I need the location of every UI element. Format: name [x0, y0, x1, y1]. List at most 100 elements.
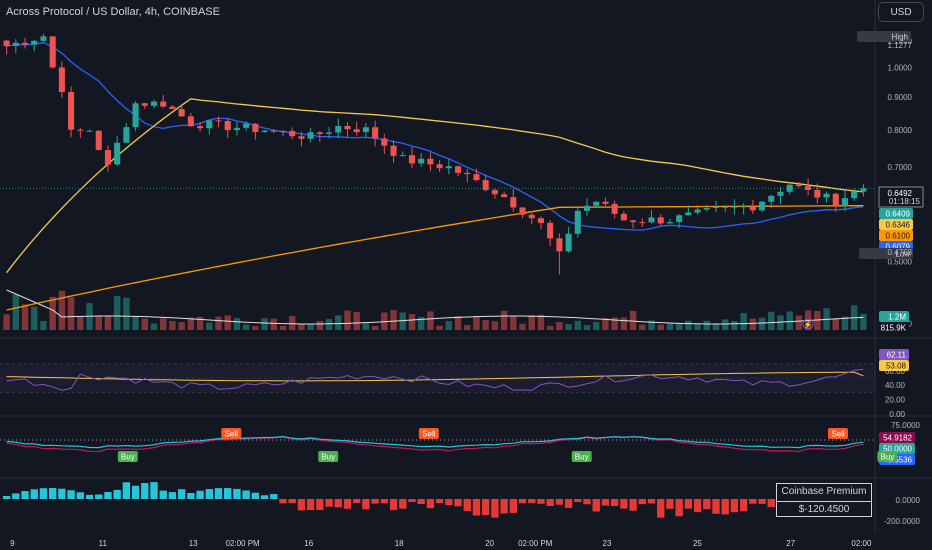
premium-bar	[113, 489, 121, 499]
ma-label-1-bg	[879, 208, 913, 219]
volume-bar	[169, 321, 176, 330]
volume-bar	[399, 312, 406, 330]
premium-bar	[39, 488, 48, 499]
candle-body	[491, 190, 498, 195]
premium-info-box: Coinbase Premium $-120.4500	[776, 483, 872, 517]
premium-bar	[481, 499, 490, 516]
candle-body	[307, 132, 314, 139]
candle-body	[666, 222, 673, 224]
candle-body	[547, 222, 554, 239]
candle-body	[114, 142, 121, 165]
premium-bar	[104, 491, 112, 499]
price-tick-label: 0.7000	[888, 163, 913, 172]
premium-bar	[666, 499, 674, 509]
volume-bar	[132, 316, 139, 330]
candle-body	[335, 125, 342, 133]
countdown-label: 01:18:15	[889, 197, 921, 206]
premium-bar	[150, 482, 158, 499]
premium-bar	[21, 491, 29, 499]
premium-bar	[362, 499, 370, 510]
candle-body	[510, 197, 517, 208]
candle-body	[270, 130, 277, 132]
volume-bar	[860, 314, 867, 330]
rsi-tick-label: 20.00	[885, 396, 906, 405]
rsi-tick-label: 60.00	[885, 367, 906, 376]
volume-bar	[141, 318, 149, 330]
candle-body	[823, 193, 830, 198]
rsi-ma-tag-bg	[879, 360, 909, 371]
premium-bar	[214, 488, 223, 499]
volume-bar	[528, 315, 535, 330]
volume-bar	[537, 314, 545, 330]
candle-body	[187, 116, 194, 127]
candle-body	[399, 155, 406, 157]
premium-bar	[454, 499, 462, 507]
premium-bar	[168, 492, 177, 499]
volume-bar	[21, 304, 29, 330]
candle-body	[298, 136, 305, 139]
signal-buy-label: Buy	[121, 453, 135, 462]
ma-fast-line	[6, 42, 864, 231]
volume-bar	[362, 323, 370, 330]
premium-bar	[279, 499, 287, 504]
volume-bar	[113, 296, 121, 330]
volume-bar	[602, 318, 609, 330]
osc-value-b: 50.0000	[883, 445, 912, 454]
candle-body	[851, 191, 858, 199]
signal-sell-bg	[828, 428, 849, 439]
volume-bar	[583, 325, 591, 330]
premium-bar	[343, 499, 352, 509]
candle-body	[648, 217, 655, 223]
volume-bar	[31, 306, 38, 330]
volume-bar	[104, 316, 112, 330]
volume-bar	[187, 317, 195, 330]
premium-bar	[131, 485, 140, 499]
premium-bar	[601, 499, 610, 506]
candle-body	[150, 101, 158, 106]
candle-body	[464, 172, 471, 175]
volume-bar	[242, 324, 250, 330]
candle-body	[722, 206, 729, 208]
osc-value-a-bg	[879, 432, 915, 443]
volume-bar	[657, 324, 664, 330]
premium-bar	[224, 488, 232, 499]
currency-button[interactable]: USD	[878, 2, 924, 22]
signal-sell-label: Sell	[831, 430, 845, 439]
premium-bar	[371, 499, 379, 504]
ma-label-3: 0.6100	[886, 232, 911, 241]
volume-bar	[500, 310, 508, 330]
premium-bar	[76, 492, 84, 499]
rsi-value-tag-bg	[879, 349, 909, 360]
volume-bar	[629, 310, 637, 330]
premium-bar	[12, 493, 20, 499]
time-axis-label: 02:00 PM	[225, 539, 260, 548]
time-axis-label: 20	[485, 539, 494, 548]
candle-body	[77, 129, 84, 131]
candle-body	[344, 125, 351, 130]
candle-body	[703, 208, 710, 210]
volume-bar	[666, 323, 674, 330]
premium-bar	[758, 499, 766, 504]
candle-body	[160, 101, 167, 107]
volume-bar	[841, 316, 849, 330]
premium-bar	[58, 488, 66, 499]
candle-body	[132, 103, 139, 128]
volume-ma-tag: 1.2M	[888, 313, 906, 322]
candle-body	[593, 201, 600, 206]
candle-body	[68, 91, 75, 130]
signal-sell-bg	[221, 428, 242, 439]
volume-bar	[777, 315, 784, 330]
candle-body	[712, 206, 720, 209]
candle-body	[473, 174, 480, 181]
premium-bar	[334, 499, 342, 508]
volume-bar	[307, 324, 314, 330]
rsi-tick-label: 0.00	[889, 410, 905, 419]
premium-tick-label: -200.0000	[884, 517, 921, 526]
candle-body	[685, 212, 692, 216]
volume-bar	[95, 315, 102, 330]
time-axis-label: 13	[189, 539, 198, 548]
rsi-ma-tag: 53.08	[886, 362, 907, 371]
volume-bar	[417, 316, 425, 330]
price-tick-label: 0.9000	[888, 93, 913, 102]
